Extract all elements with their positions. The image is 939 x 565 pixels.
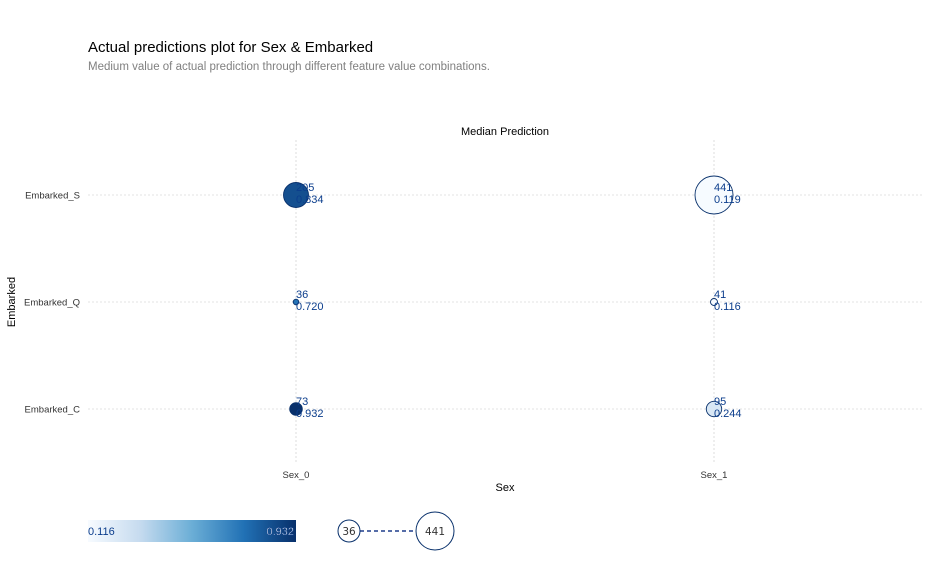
y-tick-label: Embarked_C <box>25 405 81 416</box>
size-legend-max-label: 441 <box>425 526 445 538</box>
grid-lines <box>88 140 922 462</box>
chart-title: Actual predictions plot for Sex & Embark… <box>88 39 374 56</box>
data-point <box>710 298 718 306</box>
point-count-label: 95 <box>714 396 726 408</box>
size-legend-min-label: 36 <box>342 526 356 538</box>
data-point <box>289 402 303 416</box>
size-legend-min-circle <box>337 519 361 543</box>
colorbar-min-label: 0.116 <box>88 526 115 538</box>
y-axis-label: Embarked <box>6 277 18 327</box>
y-axis-ticks: Embarked_C Embarked_Q Embarked_S <box>24 191 80 416</box>
colorbar <box>88 520 296 542</box>
data-point <box>283 182 309 208</box>
x-axis-label: Sex <box>496 482 515 494</box>
x-tick-label: Sex_1 <box>701 470 728 481</box>
point-count-label: 73 <box>296 396 308 408</box>
point-count-label: 41 <box>714 289 726 301</box>
point-count-label: 36 <box>296 289 308 301</box>
y-tick-label: Embarked_Q <box>24 298 80 309</box>
colorbar-max-label: 0.932 <box>266 526 294 538</box>
x-axis-ticks: Sex_0 Sex_1 <box>283 470 728 481</box>
point-value-label: 0.119 <box>714 194 741 206</box>
point-value-label: 0.720 <box>296 301 324 313</box>
point-value-label: 0.116 <box>714 301 741 313</box>
x-tick-label: Sex_0 <box>283 470 310 481</box>
plot-title: Median Prediction <box>461 126 549 138</box>
point-value-label: 0.932 <box>296 408 324 420</box>
point-value-label: 0.834 <box>296 194 324 206</box>
size-legend-max-circle <box>415 511 455 551</box>
y-tick-label: Embarked_S <box>25 191 80 202</box>
chart-subtitle: Medium value of actual prediction throug… <box>88 61 490 73</box>
data-point <box>694 175 734 215</box>
point-value-label: 0.244 <box>714 408 742 420</box>
data-point <box>292 298 300 306</box>
point-count-label: 205 <box>296 182 314 194</box>
data-point <box>705 400 723 418</box>
point-count-label: 441 <box>714 182 732 194</box>
